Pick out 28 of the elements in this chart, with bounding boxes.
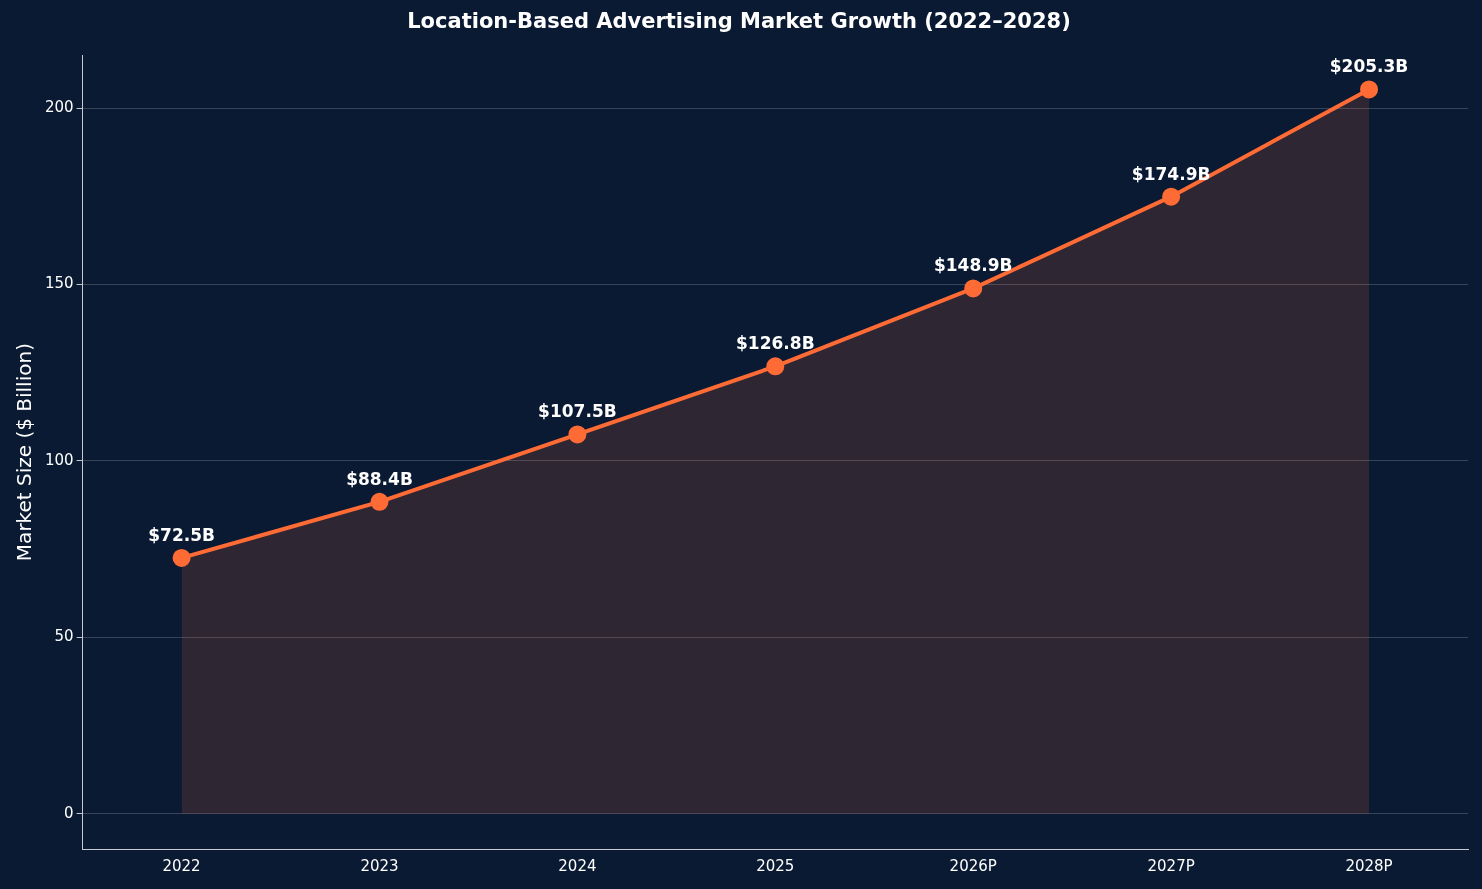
point [964,279,983,298]
data-label: $205.3B [1329,56,1409,77]
point [1360,80,1379,99]
data-label: $88.4B [346,468,413,489]
x-tick-label: 2026P [949,856,997,875]
x-tick-label: 2027P [1147,856,1195,875]
point [766,357,785,376]
x-tick-label: 2022 [162,856,201,875]
point [172,548,191,567]
y-tick-label: 0 [64,803,74,822]
y-tick-label: 200 [44,98,74,117]
x-tick-label: 2024 [558,856,597,875]
chart-title: Location-Based Advertising Market Growth (2022–2028) [407,9,1071,34]
point [1162,187,1181,206]
point [568,425,587,444]
y-tick-label: 100 [44,450,74,469]
x-tick-label: 2023 [360,856,399,875]
data-label: $72.5B [148,524,215,545]
data-label: $148.9B [933,255,1013,276]
x-tick-label: 2025 [756,856,795,875]
x-tick-label: 2028P [1345,856,1393,875]
data-label: $126.8B [736,333,815,354]
data-label: $174.9B [1131,163,1211,184]
y-axis-title: Market Size ($ Billion) [12,343,37,562]
point [370,492,389,511]
y-tick-label: 50 [54,627,74,646]
data-label: $107.5B [538,401,617,422]
y-tick-label: 150 [44,274,74,293]
